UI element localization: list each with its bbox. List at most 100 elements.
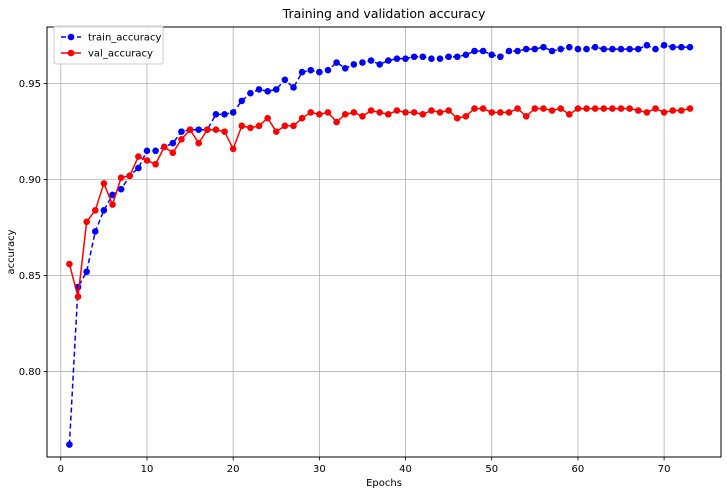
x-tick-label: 50	[485, 464, 498, 475]
val-point	[255, 122, 263, 130]
val-point	[419, 111, 427, 118]
y-tick-label: 0.95	[19, 79, 41, 90]
train-point	[669, 43, 677, 51]
val-point	[178, 135, 185, 143]
val-point	[393, 107, 401, 114]
train-point	[393, 55, 401, 62]
legend-val-label: val_accuracy	[88, 49, 153, 60]
val-point	[290, 122, 297, 130]
val-point	[152, 160, 159, 168]
train-point	[272, 86, 280, 93]
train-point	[264, 88, 271, 95]
train-point	[609, 45, 616, 53]
train-point	[143, 147, 151, 155]
legend-train-marker	[67, 33, 75, 41]
train-point	[402, 55, 409, 62]
train-point	[316, 68, 323, 76]
val-point	[410, 109, 418, 116]
val-point	[160, 143, 168, 151]
train-point	[212, 111, 220, 118]
train-point	[178, 128, 185, 135]
val-point	[479, 105, 487, 112]
val-point	[428, 107, 435, 114]
train-point	[341, 64, 349, 72]
legend-val-marker	[67, 49, 75, 57]
train-series	[66, 41, 694, 448]
val-point	[609, 105, 616, 112]
train-point	[574, 45, 582, 53]
val-point	[100, 180, 108, 187]
val-point	[574, 105, 582, 112]
val-point	[540, 105, 547, 112]
val-point	[626, 105, 633, 112]
val-point	[143, 157, 151, 164]
train-point	[100, 207, 108, 214]
val-point	[566, 111, 573, 118]
train-point	[583, 45, 590, 53]
train-point	[376, 61, 383, 68]
train-point	[367, 57, 375, 64]
train-point	[686, 43, 694, 51]
legend: train_accuracy val_accuracy	[53, 25, 164, 65]
x-tick-label: 0	[58, 464, 64, 475]
legend-box	[53, 25, 164, 65]
val-point	[367, 107, 375, 114]
train-point	[643, 41, 651, 49]
train-point	[333, 59, 340, 66]
val-point	[212, 126, 220, 134]
x-tick-label: 10	[141, 464, 154, 475]
val-point	[83, 218, 90, 226]
val-point	[583, 105, 590, 112]
val-point	[238, 122, 246, 130]
y-tick-label: 0.80	[19, 367, 41, 378]
train-point	[600, 45, 608, 53]
x-tick-label: 30	[313, 464, 326, 475]
val-point	[678, 107, 685, 114]
train-point	[135, 164, 142, 172]
train-point	[359, 59, 366, 66]
train-point	[634, 45, 642, 53]
train-point	[445, 53, 452, 61]
train-point	[221, 111, 228, 118]
val-point	[652, 105, 659, 112]
val-point	[531, 105, 539, 112]
val-point	[445, 107, 452, 114]
val-point	[126, 172, 134, 180]
train-point	[479, 47, 487, 55]
train-point	[83, 268, 90, 276]
val-point	[316, 111, 323, 118]
val-series	[66, 105, 694, 301]
val-point	[74, 293, 82, 301]
x-tick-label: 70	[658, 464, 671, 475]
train-point	[238, 97, 246, 105]
val-point	[229, 145, 237, 153]
train-point	[617, 45, 625, 53]
val-point	[471, 105, 478, 112]
val-point	[436, 109, 444, 116]
val-point	[462, 112, 470, 120]
train-point	[497, 53, 504, 61]
train-point	[652, 45, 659, 53]
x-tick-label: 20	[227, 464, 240, 475]
train-point	[91, 228, 99, 235]
val-point	[221, 128, 228, 135]
val-point	[341, 111, 349, 118]
x-tick-label: 60	[572, 464, 585, 475]
val-point	[376, 109, 383, 116]
val-point	[350, 109, 358, 116]
val-point	[669, 107, 677, 114]
val-point	[333, 118, 340, 126]
x-axis-label: Epochs	[366, 478, 402, 489]
train-point	[419, 53, 427, 61]
train-point	[557, 45, 564, 53]
train-point	[591, 43, 599, 51]
val-point	[522, 112, 530, 120]
val-point	[91, 207, 99, 214]
val-point	[247, 124, 254, 132]
val-point	[497, 109, 504, 116]
val-point	[557, 105, 564, 112]
val-point	[643, 109, 651, 116]
val-point	[634, 107, 642, 114]
